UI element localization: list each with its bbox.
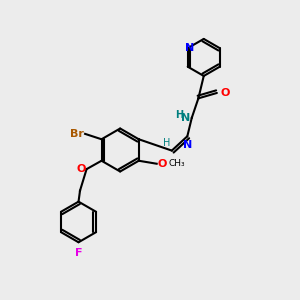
Text: N: N [185,43,195,53]
Text: N: N [183,140,192,150]
Text: H: H [163,138,170,148]
Text: O: O [157,159,167,169]
Text: CH₃: CH₃ [168,159,184,168]
Text: N: N [181,113,190,123]
Text: H: H [175,110,183,120]
Text: Br: Br [70,129,84,139]
Text: O: O [76,164,86,174]
Text: F: F [75,248,82,258]
Text: O: O [220,88,230,98]
